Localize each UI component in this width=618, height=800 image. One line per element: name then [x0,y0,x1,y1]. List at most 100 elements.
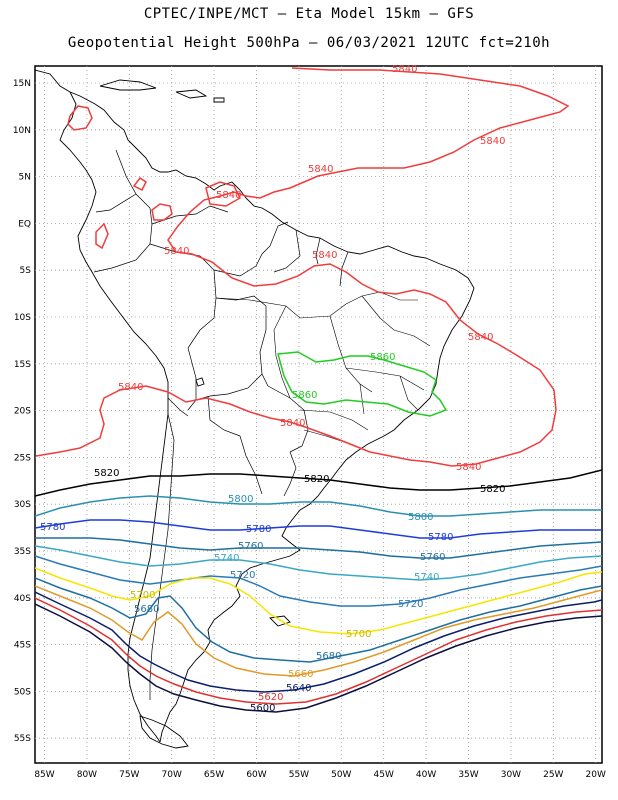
contour-label-5700-b: 5700 [346,629,371,640]
contour-label-5820-b: 5820 [304,474,329,485]
lon-tick-label: 20W [586,770,606,780]
lat-tick-label: 35S [14,547,31,557]
contour-5700 [35,567,602,635]
lat-tick-label: 40S [14,594,31,604]
contour-5640 [35,591,602,693]
contour-label-5840-east: 5840 [468,332,493,343]
contour-label-5780-c: 5780 [428,532,453,543]
contour-5840-bubble-b [132,176,147,192]
contour-labels: 5840 5840 5840 5840 5840 5840 5840 5840 … [40,64,505,714]
contour-label-5820-c: 5820 [480,484,505,495]
lat-tick-label: 25S [14,453,31,463]
contour-5680 [35,577,602,663]
contour-label-5780-a: 5780 [40,522,65,533]
contour-5820 [35,469,602,497]
lat-tick-label: 5S [20,266,32,276]
lon-tick-label: 40W [416,770,436,780]
contour-label-5840-south: 5840 [280,418,305,429]
contour-label-5860-a: 5860 [370,352,395,363]
lon-tick-label: 70W [162,770,182,780]
contour-5860-blob [277,351,448,417]
lon-tick-label: 25W [543,770,563,780]
cuba [99,79,157,91]
map-title-line-2: Geopotential Height 500hPa – 06/03/2021 … [67,35,551,51]
lat-tick-label: EQ [18,219,31,229]
contour-5780 [35,519,602,539]
contour-label-5600: 5600 [250,703,275,714]
contour-label-5840-inner: 5840 [216,190,241,201]
contour-5840-bubble-c [95,222,109,250]
lon-tick-label: 75W [119,770,139,780]
lake-titicaca [195,377,205,387]
puerto-rico [213,97,225,103]
contour-5800 [35,495,602,517]
contour-label-5840-top: 5840 [392,64,417,75]
lon-tick-label: 30W [501,770,521,780]
country-borders [93,149,349,497]
contour-5600 [35,603,602,713]
lat-tick-label: 55S [14,734,31,744]
contour-label-5820-a: 5820 [94,468,119,479]
hispaniola [175,89,208,99]
contour-label-5840-west: 5840 [118,382,143,393]
lon-tick-label: 50W [331,770,351,780]
tierra-del-fuego [139,715,189,749]
lon-tick-label: 80W [77,770,97,780]
contour-label-5840-n: 5840 [308,164,333,175]
contour-label-5840-se: 5840 [456,462,481,473]
contour-5740 [35,545,602,581]
contour-5720 [35,555,602,607]
contour-5840-inner [205,181,241,207]
lon-tick-label: 55W [289,770,309,780]
longitude-labels: 85W 80W 75W 70W 65W 60W 55W 50W 45W 40W 35W 30W 25W 2… [34,770,606,780]
contour-label-5740-a: 5740 [214,553,239,564]
contour-label-5760-a: 5760 [238,541,263,552]
contour-label-5740-b: 5740 [414,572,439,583]
contour-label-5720-a: 5720 [230,570,255,581]
lon-tick-label: 65W [204,770,224,780]
contour-label-5800-b: 5800 [408,512,433,523]
contour-label-5860-b: 5860 [292,390,317,401]
height-contours [35,67,602,713]
map-title-line-1: CPTEC/INPE/MCT – Eta Model 15km – GFS [143,6,475,22]
contour-label-5840-ne: 5840 [480,136,505,147]
lat-tick-label: 20S [14,407,31,417]
argentina-chile-border [149,413,175,700]
lon-tick-label: 35W [458,770,478,780]
contour-label-5840-amazon: 5840 [164,246,189,257]
contour-5840-bubble-d [151,203,173,221]
lat-tick-label: 15S [14,360,31,370]
contour-label-5700-a: 5700 [130,590,155,601]
contour-label-5680-a: 5680 [134,604,159,615]
lat-tick-label: 15N [13,79,31,89]
contour-5760 [35,537,602,559]
lat-tick-label: 5N [19,173,31,183]
falkland-islands [269,615,291,627]
lon-tick-label: 60W [246,770,266,780]
contour-label-5720-b: 5720 [398,599,423,610]
coastlines-and-borders [35,69,475,749]
lon-tick-label: 85W [34,770,54,780]
lat-tick-label: 10S [14,313,31,323]
lat-tick-label: 45S [14,641,31,651]
contour-label-5840-center: 5840 [312,250,337,261]
contour-5840-north [35,67,570,467]
lat-tick-label: 30S [14,500,31,510]
contour-5840-bubble-a [67,105,93,131]
contour-label-5800-a: 5800 [228,494,253,505]
contour-label-5660: 5660 [288,669,313,680]
central-america-coast [35,69,475,743]
contour-5660 [35,585,602,677]
contour-label-5640: 5640 [286,683,311,694]
contour-label-5780-b: 5780 [246,524,271,535]
contour-label-5760-b: 5760 [420,552,445,563]
brazil-states [215,291,431,445]
lon-tick-label: 45W [374,770,394,780]
lat-tick-label: 50S [14,687,31,697]
west-coast [59,91,169,743]
lat-tick-label: 10N [13,126,31,136]
latitude-labels: 15N 10N 5N EQ 5S 10S 15S 20S 25S 30S 35S 40S 45S 50S 5… [13,79,31,744]
contour-label-5620: 5620 [258,692,283,703]
contour-label-5680-b: 5680 [316,651,341,662]
